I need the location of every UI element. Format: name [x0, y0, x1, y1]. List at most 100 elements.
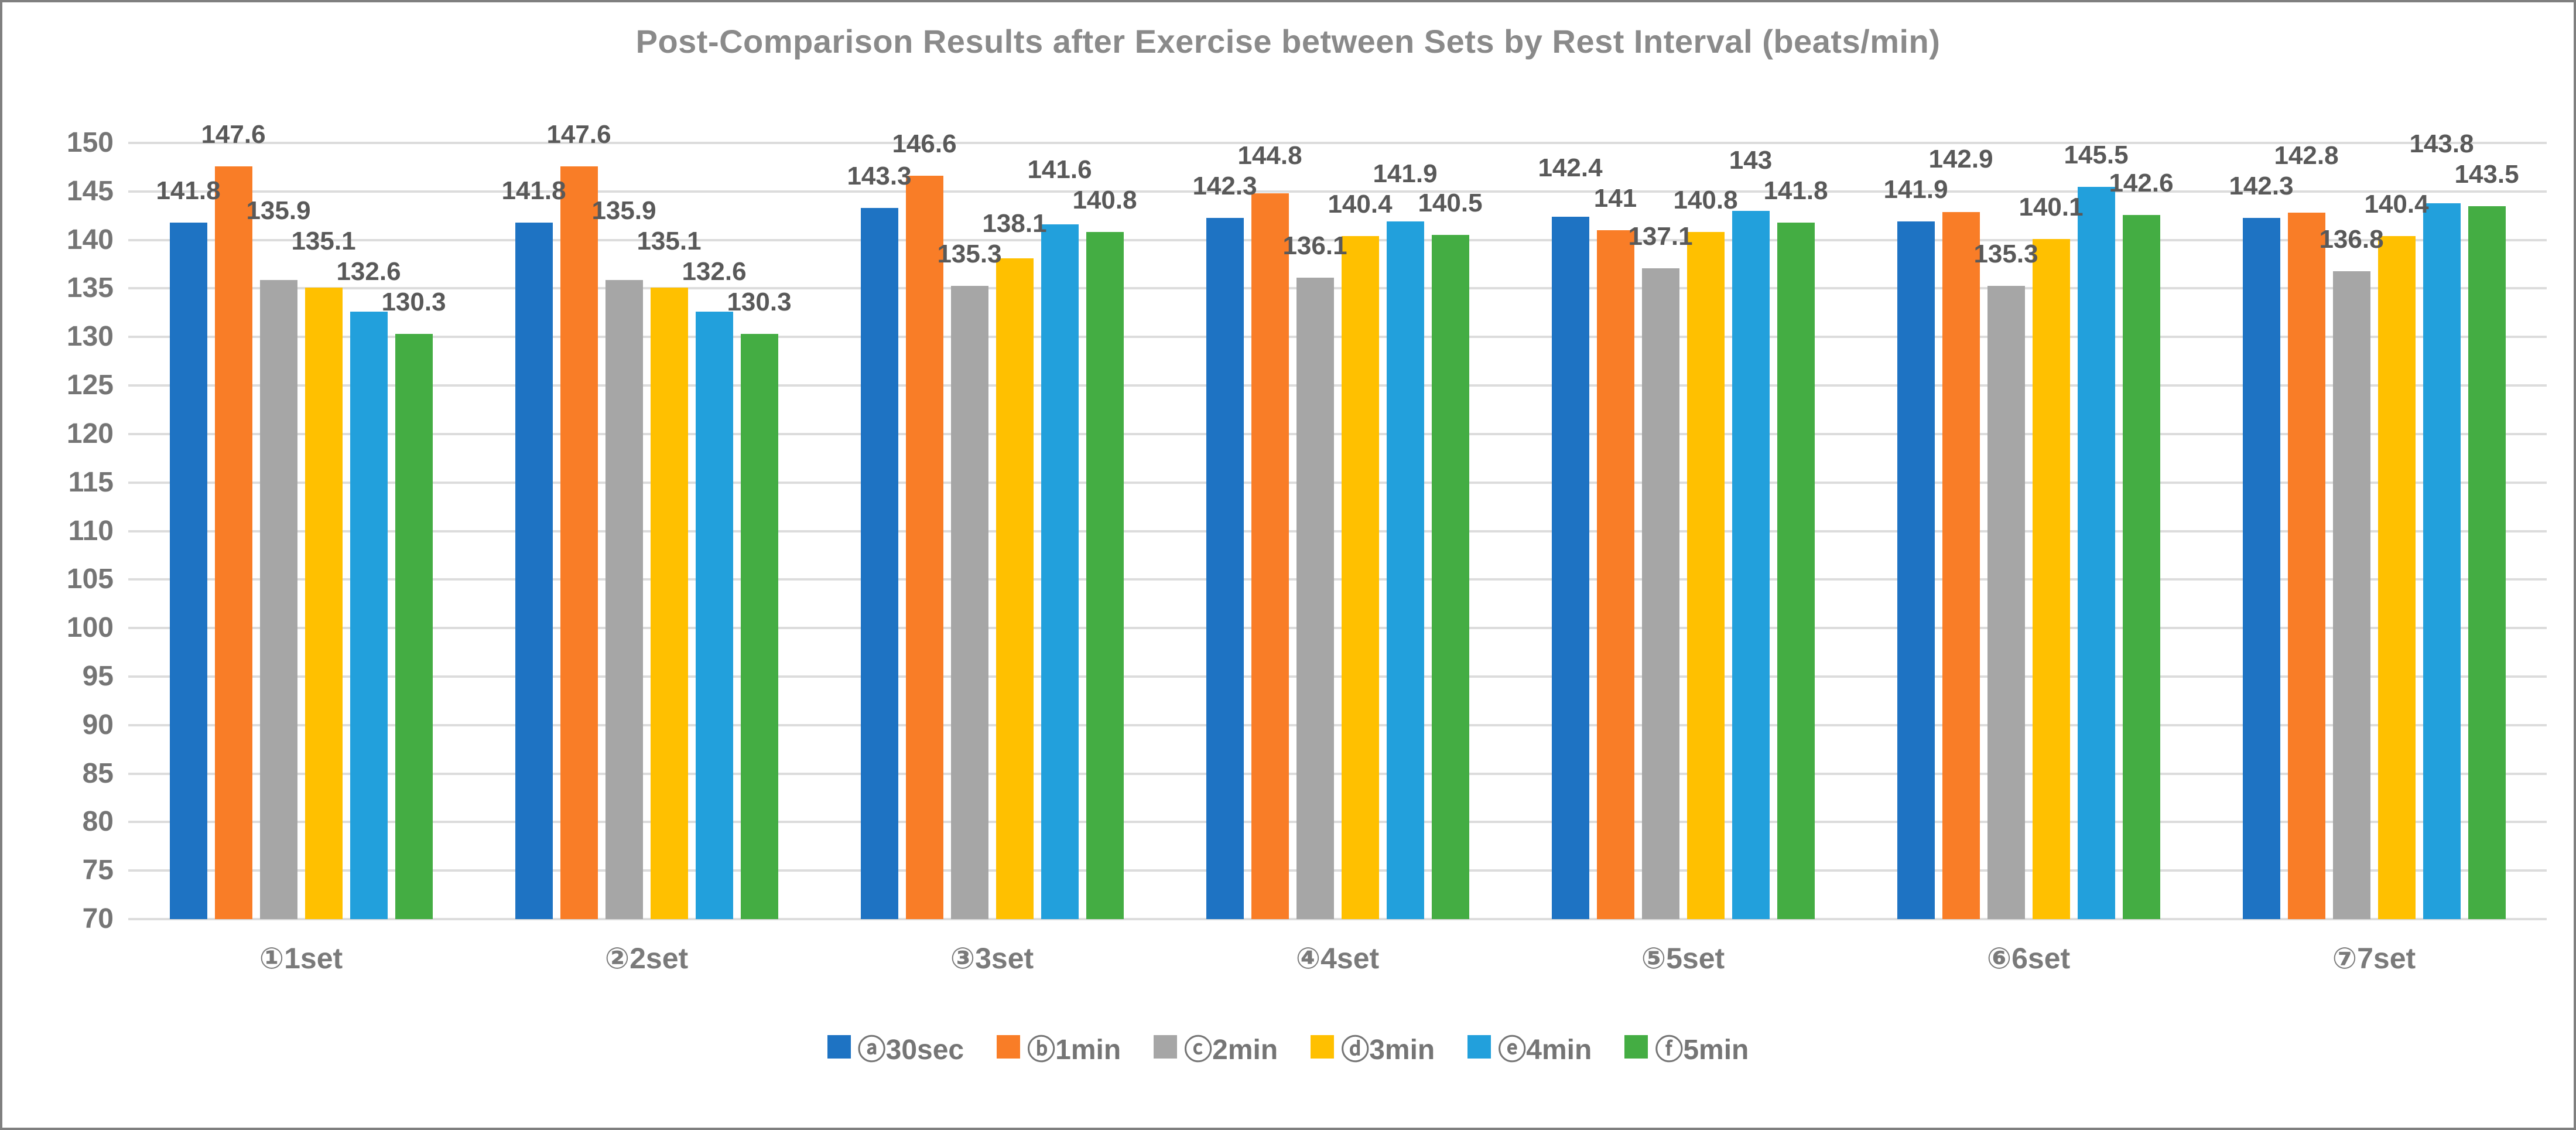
- bar-2set-3min: [650, 287, 688, 919]
- legend-label: ⓐ30sec: [857, 1035, 964, 1066]
- bar-5set-5min: [1777, 222, 1815, 919]
- y-tick-label: 70: [82, 903, 114, 934]
- value-label-5set-3min: 140.8: [1673, 186, 1738, 215]
- x-category-label-3set: ③3set: [950, 942, 1034, 975]
- y-tick-label: 145: [66, 175, 114, 207]
- gridline: [128, 432, 2547, 435]
- value-label-6set-3min: 140.1: [2019, 193, 2084, 221]
- gridline: [128, 287, 2547, 290]
- value-label-4set-5min: 140.5: [1418, 189, 1483, 218]
- gridline: [128, 238, 2547, 241]
- gridline: [128, 723, 2547, 726]
- value-label-6set-2min: 135.3: [1973, 239, 2038, 268]
- y-tick-label: 150: [66, 127, 114, 158]
- legend-item-5min: ⓕ5min: [1624, 1026, 1749, 1067]
- bar-4set-3min: [1341, 236, 1379, 919]
- value-label-2set-3min: 135.1: [637, 227, 702, 256]
- y-tick-label: 80: [82, 806, 114, 838]
- legend-label: ⓔ4min: [1498, 1035, 1592, 1066]
- bar-3set-5min: [1086, 232, 1124, 919]
- bar-6set-3min: [2032, 239, 2070, 919]
- x-category-label-1set: ①1set: [259, 942, 343, 975]
- legend-label: ⓕ5min: [1655, 1035, 1749, 1066]
- value-label-4set-1min: 144.8: [1237, 141, 1302, 170]
- value-label-2set-30sec: 141.8: [501, 176, 566, 205]
- value-label-7set-3min: 140.4: [2364, 190, 2429, 219]
- gridline: [128, 336, 2547, 339]
- value-label-5set-2min: 137.1: [1628, 221, 1693, 251]
- bar-6set-1min: [1942, 211, 1980, 919]
- value-label-2set-5min: 130.3: [727, 288, 792, 317]
- bar-2set-1min: [560, 166, 598, 920]
- legend-marker-2min: [1154, 1035, 1178, 1059]
- gridline: [128, 821, 2547, 824]
- value-label-1set-1min: 147.6: [201, 120, 266, 149]
- legend-label: ⓒ2min: [1184, 1035, 1278, 1066]
- value-label-7set-30sec: 142.3: [2229, 171, 2294, 200]
- value-label-5set-30sec: 142.4: [1538, 153, 1603, 183]
- value-label-5set-1min: 141: [1593, 184, 1637, 213]
- bar-7set-2min: [2332, 271, 2370, 919]
- y-tick-label: 100: [66, 612, 114, 644]
- y-tick-label: 110: [68, 515, 114, 547]
- bar-3set-3min: [995, 258, 1034, 919]
- value-label-4set-2min: 136.1: [1282, 231, 1347, 261]
- x-category-label-6set: ⑥6set: [1986, 942, 2071, 975]
- gridline: [128, 772, 2547, 775]
- bar-1set-2min: [259, 279, 297, 919]
- value-label-2set-1min: 147.6: [546, 120, 611, 149]
- gridline: [128, 190, 2547, 193]
- bar-1set-1min: [214, 166, 252, 920]
- bar-6set-2min: [1987, 285, 2025, 919]
- bar-4set-5min: [1431, 235, 1469, 919]
- x-category-label-5set: ⑤5set: [1641, 942, 1725, 975]
- value-label-3set-3min: 138.1: [982, 209, 1047, 238]
- value-label-7set-5min: 143.5: [2454, 159, 2519, 189]
- bar-5set-4min: [1732, 210, 1770, 919]
- value-label-5set-4min: 143: [1729, 145, 1773, 175]
- y-tick-label: 125: [66, 370, 114, 401]
- y-tick-label: 105: [66, 564, 114, 595]
- gridline: [128, 481, 2547, 484]
- legend: ⓐ30sec ⓑ1min ⓒ2min ⓓ3min ⓔ4min ⓕ5min: [2, 1026, 2574, 1067]
- y-tick-label: 135: [66, 272, 114, 304]
- x-category-label-4set: ④4set: [1295, 942, 1380, 975]
- value-label-1set-2min: 135.9: [246, 196, 311, 226]
- bar-1set-3min: [305, 287, 343, 919]
- y-tick-label: 85: [82, 757, 114, 789]
- legend-item-4min: ⓔ4min: [1467, 1026, 1592, 1067]
- bar-6set-5min: [2122, 214, 2160, 919]
- bar-3set-4min: [1041, 224, 1079, 919]
- value-label-1set-4min: 132.6: [336, 257, 401, 286]
- bar-3set-1min: [905, 176, 943, 919]
- bar-7set-5min: [2468, 206, 2506, 919]
- value-label-2set-2min: 135.9: [591, 196, 656, 226]
- gridline: [128, 675, 2547, 678]
- value-label-4set-4min: 141.9: [1373, 159, 1438, 188]
- legend-label: ⓓ3min: [1341, 1035, 1435, 1066]
- bar-7set-30sec: [2242, 217, 2280, 919]
- legend-label: ⓑ1min: [1027, 1035, 1121, 1066]
- bar-7set-3min: [2377, 236, 2416, 919]
- value-label-7set-1min: 142.8: [2274, 141, 2339, 170]
- gridline: [128, 142, 2547, 144]
- legend-marker-1min: [997, 1035, 1021, 1059]
- bar-3set-30sec: [860, 208, 898, 919]
- value-label-5set-5min: 141.8: [1763, 176, 1828, 205]
- legend-item-3min: ⓓ3min: [1311, 1026, 1435, 1067]
- bar-1set-5min: [395, 334, 433, 919]
- value-label-6set-4min: 145.5: [2064, 140, 2129, 169]
- bar-4set-30sec: [1206, 217, 1244, 919]
- legend-marker-30sec: [827, 1035, 851, 1059]
- value-label-2set-4min: 132.6: [682, 257, 747, 286]
- y-tick-label: 75: [82, 855, 114, 886]
- bar-5set-1min: [1596, 230, 1634, 919]
- legend-marker-3min: [1311, 1035, 1335, 1059]
- chart-title: Post-Comparison Results after Exercise b…: [635, 23, 1941, 60]
- gridline: [128, 627, 2547, 630]
- value-label-3set-1min: 146.6: [892, 129, 957, 159]
- bar-5set-2min: [1641, 268, 1679, 919]
- y-tick-label: 120: [66, 418, 114, 449]
- bar-5set-3min: [1686, 232, 1725, 919]
- y-tick-label: 140: [66, 224, 114, 255]
